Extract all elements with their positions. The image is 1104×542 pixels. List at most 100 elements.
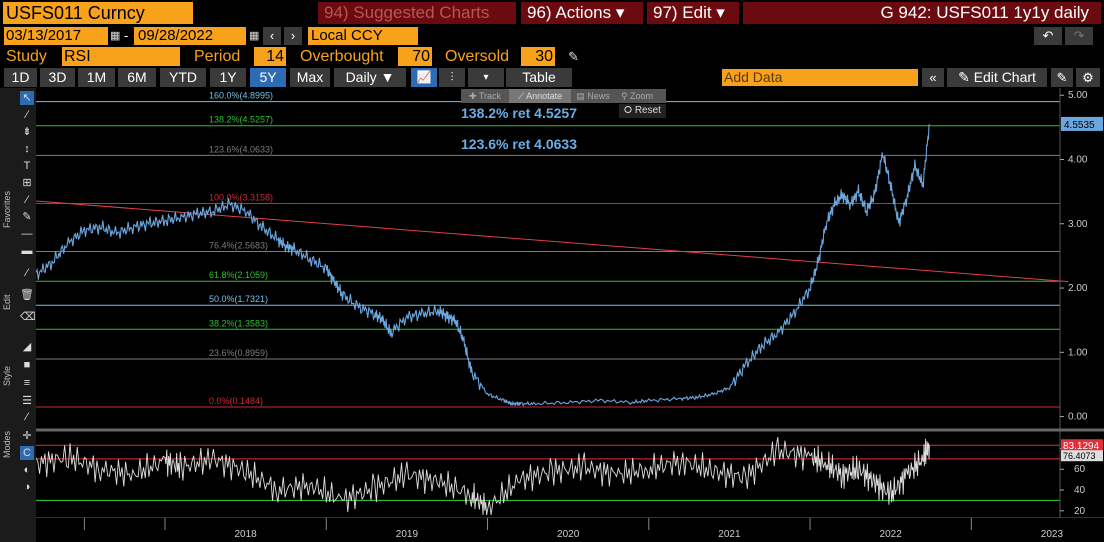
date-range-bar: 03/13/2017 ▦ - 09/28/2022 ▦ ‹ › Local CC… <box>0 26 1104 46</box>
redo-button[interactable]: ↷ <box>1065 27 1093 45</box>
zoom-label: Zoom <box>630 91 654 101</box>
text-tool-icon[interactable]: T <box>23 160 31 172</box>
slash-icon[interactable]: ∕ <box>26 411 28 423</box>
actions-menu[interactable]: 96) Actions ▾ <box>521 2 643 24</box>
y-tick-label: 0.00 <box>1068 412 1088 423</box>
start-date-input[interactable]: 03/13/2017 <box>4 27 108 45</box>
overbought-label: Overbought <box>300 48 384 65</box>
oversold-label: Oversold <box>445 48 510 65</box>
study-select[interactable]: RSI <box>62 47 180 66</box>
edit-chart-button[interactable]: ✎ Edit Chart <box>947 68 1047 87</box>
fib-annotation: 123.6% ret 4.0633 <box>461 136 577 152</box>
fib-level-label: 160.0%(4.8995) <box>209 91 273 101</box>
x-tick-label: 2020 <box>557 529 580 540</box>
period-button-max[interactable]: Max <box>290 68 330 87</box>
rsi-tick-label: 60 <box>1074 464 1086 475</box>
period-input[interactable]: 14 <box>254 47 286 66</box>
brush-tool-icon[interactable]: ⁄ <box>26 194 28 206</box>
table-button[interactable]: Table <box>506 68 572 87</box>
modes-label: Modes <box>2 430 12 458</box>
ticker-field[interactable]: USFS011 Curncy <box>3 2 193 24</box>
date-separator: - <box>124 28 129 43</box>
y-tick-label: 1.00 <box>1068 347 1088 358</box>
hline-tool-icon[interactable]: — <box>21 228 33 240</box>
last-value-tag <box>1061 116 1103 131</box>
visibility-icon[interactable]: ◑ <box>23 481 31 493</box>
cursor-icon[interactable]: ↖ <box>20 91 34 105</box>
delete-tool-icon[interactable]: 🗑 <box>20 289 34 301</box>
chart-type-dropdown-icon[interactable]: ▾ <box>468 68 504 87</box>
period-button-3d[interactable]: 3D <box>40 68 75 87</box>
period-label: Period <box>194 48 241 65</box>
pencil-icon[interactable]: ✎ <box>568 49 579 64</box>
reset-label: Reset <box>634 105 661 116</box>
end-calendar-icon[interactable]: ▦ <box>249 30 260 42</box>
rsi-tick-label: 40 <box>1074 485 1086 496</box>
rsi-tick-label: 20 <box>1074 506 1086 517</box>
drawing-sidebar: ↖ ∕ ⇟ ↕ T ⊞ ⁄ ✎ — ▬ ∕ 🗑 ⌫ ◢ ■ ≡ ☰ ∕ ✛ C … <box>0 88 36 542</box>
period-button-ytd[interactable]: YTD <box>160 68 206 87</box>
period-button-5y[interactable]: 5Y <box>250 68 286 87</box>
frequency-select[interactable]: Daily ▼ <box>334 68 406 87</box>
trendline <box>36 200 1069 283</box>
line-weight-icon[interactable]: ☰ <box>22 395 32 407</box>
period-button-1d[interactable]: 1D <box>4 68 37 87</box>
end-date-input[interactable]: 09/28/2022 <box>134 27 246 45</box>
suggested-charts-button[interactable]: 94) Suggested Charts <box>318 2 516 24</box>
bar-chart-icon[interactable]: ⫶ <box>439 68 465 87</box>
period-button-6m[interactable]: 6M <box>118 68 156 87</box>
pen-tool-icon[interactable]: ✎ <box>22 211 32 223</box>
rsi-line <box>36 436 930 516</box>
oversold-input[interactable]: 30 <box>521 47 555 66</box>
fib-level-label: 123.6%(4.0633) <box>209 144 273 154</box>
rect-tool-icon[interactable]: ▬ <box>21 245 33 257</box>
y-tick-label: 5.00 <box>1068 90 1088 101</box>
fib-level-label: 61.8%(2.1059) <box>209 270 268 280</box>
annotate-button[interactable]: ⟋ Annotate <box>509 89 571 103</box>
fib-level-label: 138.2%(4.5257) <box>209 115 273 125</box>
study-label: Study <box>6 48 47 65</box>
price-chart[interactable]: 160.0%(4.8995) 138.2%(4.5257) 123.6%(4.063… <box>36 88 1104 542</box>
title-bar: USFS011 Curncy 94) Suggested Charts 96) … <box>0 0 1104 26</box>
fib-level-label: 38.2%(1.3583) <box>209 318 268 328</box>
measure-tool-icon[interactable]: ↕ <box>24 143 30 155</box>
collapse-icon[interactable]: « <box>922 68 944 87</box>
track-button[interactable]: ✚ Track <box>468 91 502 101</box>
period-button-1y[interactable]: 1Y <box>210 68 246 87</box>
style-color-icon[interactable]: ◢ <box>22 341 32 353</box>
chart-edit-icon[interactable]: ✎ <box>1051 68 1073 87</box>
chart-title: G 942: USFS011 1y1y daily <box>743 2 1101 24</box>
add-data-input[interactable]: Add Data <box>722 69 918 86</box>
news-label: News <box>587 91 610 101</box>
undo-button[interactable]: ↶ <box>1034 27 1062 45</box>
zoom-button[interactable]: ⚲ Zoom <box>620 91 654 101</box>
magnet-icon[interactable]: C <box>20 446 34 460</box>
news-button[interactable]: ▤ News <box>576 91 610 101</box>
crosshair-icon[interactable]: ✛ <box>22 430 32 442</box>
period-button-1m[interactable]: 1M <box>78 68 115 87</box>
line-chart-icon[interactable]: 📈 <box>411 68 437 87</box>
line-style-icon[interactable]: ≡ <box>23 377 31 389</box>
overbought-input[interactable]: 70 <box>398 47 432 66</box>
trend-tool-icon[interactable]: ∕ <box>26 267 28 279</box>
rsi-value-tag <box>1061 439 1103 452</box>
annotate-label: Annotate <box>526 91 563 101</box>
edit-menu[interactable]: 97) Edit ▾ <box>647 2 739 24</box>
fib-tool-icon[interactable]: ⇟ <box>22 126 32 138</box>
start-calendar-icon[interactable]: ▦ <box>110 30 121 42</box>
next-range-button[interactable]: › <box>284 27 302 45</box>
rsi-value-label: 83.1294 <box>1063 441 1100 452</box>
x-tick-label: 2022 <box>880 529 903 540</box>
edit-chart-label: Edit Chart <box>973 69 1036 85</box>
line-tool-icon[interactable]: ∕ <box>26 109 28 121</box>
y-tick-label: 2.00 <box>1068 283 1088 294</box>
prev-range-button[interactable]: ‹ <box>263 27 281 45</box>
channel-tool-icon[interactable]: ⊞ <box>22 177 32 189</box>
fill-icon[interactable]: ■ <box>23 359 31 371</box>
reset-button[interactable]: ⭘ Reset <box>619 104 666 118</box>
settings-gear-icon[interactable]: ⚙ <box>1076 68 1100 87</box>
lock-icon[interactable]: ◐ <box>23 464 31 476</box>
track-label: Track <box>478 91 502 101</box>
eraser-icon[interactable]: ⌫ <box>20 311 36 323</box>
currency-select[interactable]: Local CCY <box>308 27 418 45</box>
